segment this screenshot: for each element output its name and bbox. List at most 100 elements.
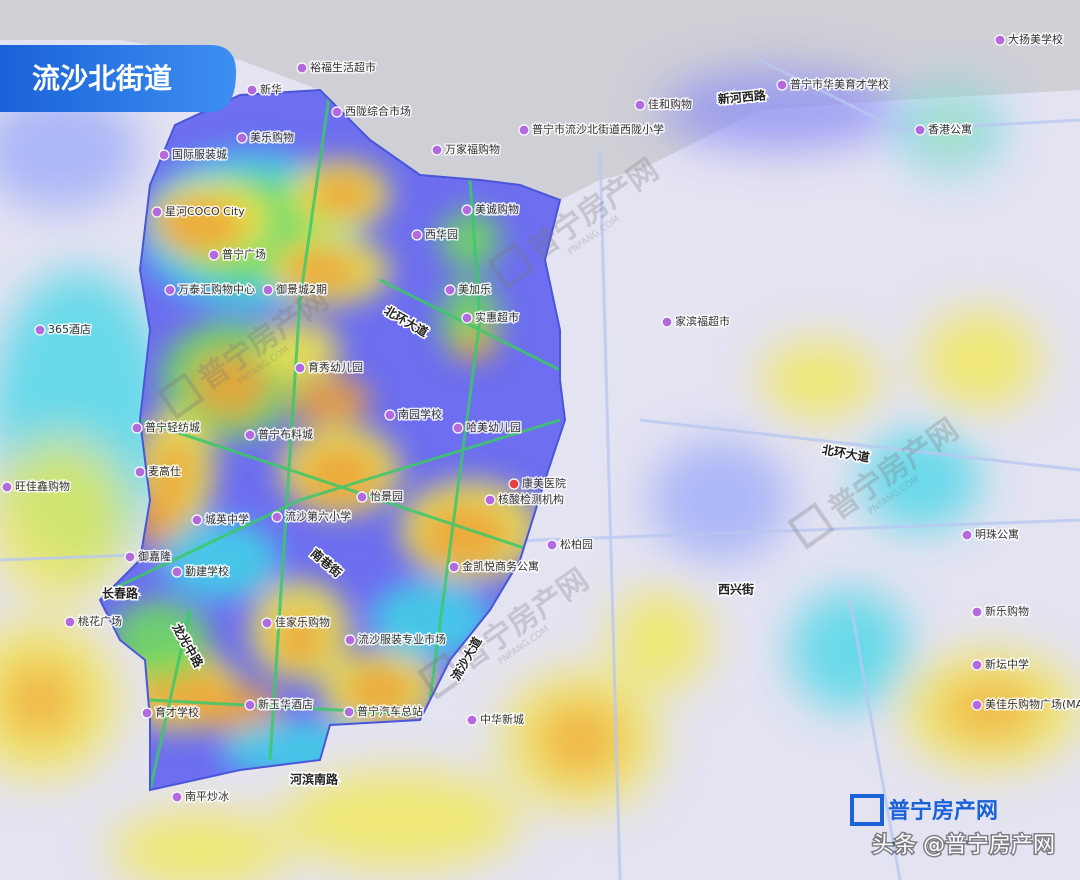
poi-icon bbox=[294, 362, 306, 374]
poi-icon bbox=[134, 466, 146, 478]
heat-blob bbox=[260, 320, 340, 380]
heat-blob bbox=[920, 310, 1040, 410]
poi-label: 新坛中学 bbox=[985, 657, 1029, 671]
poi-label: 流沙服装专业市场 bbox=[358, 632, 446, 646]
poi-label: 实惠超市 bbox=[475, 310, 519, 324]
poi-icon bbox=[343, 706, 355, 718]
poi-label: 365酒店 bbox=[48, 322, 91, 336]
poi-label: 南平炒冰 bbox=[185, 790, 229, 803]
poi-label: 新华 bbox=[260, 82, 282, 96]
poi-label: 美佳乐购物广场(MALL) bbox=[985, 697, 1080, 711]
poi-label: 新乐购物 bbox=[985, 604, 1029, 618]
poi-label: 勤建学校 bbox=[185, 564, 229, 578]
heat-blob bbox=[280, 770, 520, 870]
poi-label: 普宁市华美育才学校 bbox=[790, 77, 889, 91]
poi-label: 旺佳鑫购物 bbox=[15, 479, 70, 493]
poi-label: 普宁广场 bbox=[222, 247, 266, 261]
poi-label: 普宁布料城 bbox=[258, 427, 313, 441]
district-roads bbox=[100, 90, 561, 790]
poi-icon bbox=[271, 511, 283, 523]
poi-icon bbox=[244, 429, 256, 441]
poi-icon bbox=[971, 699, 983, 711]
heat-blob bbox=[440, 210, 500, 270]
heat-blob bbox=[290, 375, 370, 425]
poi-icon bbox=[431, 144, 443, 156]
poi-label: 御嘉隆 bbox=[138, 549, 171, 563]
heat-blob bbox=[760, 340, 880, 420]
heat-blob bbox=[0, 90, 140, 210]
poi-icon bbox=[191, 514, 203, 526]
poi-icon bbox=[164, 284, 176, 296]
watermark-icon bbox=[417, 652, 465, 700]
poi-label: 流沙第六小学 bbox=[285, 509, 351, 523]
poi-label: 育才学校 bbox=[155, 705, 199, 719]
poi-icon bbox=[131, 422, 143, 434]
heat-blob bbox=[300, 445, 380, 505]
poi-icon bbox=[634, 99, 646, 111]
poi-label: 明珠公寓 bbox=[975, 527, 1019, 541]
poi-icon bbox=[151, 206, 163, 218]
poi-icon bbox=[518, 124, 530, 136]
road-label: 新河西路 bbox=[717, 87, 767, 106]
logo-text: 普宁房产网 bbox=[888, 798, 998, 824]
poi-icon bbox=[356, 491, 368, 503]
poi-label: 家滨福超市 bbox=[675, 314, 730, 328]
poi-icon bbox=[384, 409, 396, 421]
logo-icon bbox=[850, 794, 884, 826]
poi-label: 普宁汽车总站 bbox=[357, 704, 423, 718]
gray-area bbox=[0, 0, 1080, 200]
heat-blob bbox=[610, 590, 710, 690]
poi-icon bbox=[971, 659, 983, 671]
poi-label: 裕福生活超市 bbox=[310, 60, 376, 74]
poi-label: 国际服装城 bbox=[172, 148, 227, 161]
poi-icon bbox=[64, 616, 76, 628]
poi-label: 万家福购物 bbox=[445, 142, 500, 156]
poi-label: 万泰汇购物中心 bbox=[178, 282, 255, 296]
poi-icon bbox=[461, 204, 473, 216]
district-heatmap bbox=[110, 150, 540, 780]
road-label: 长春路 bbox=[102, 586, 139, 601]
heat-blob bbox=[650, 440, 790, 560]
heat-blob bbox=[190, 350, 270, 420]
poi-icon bbox=[236, 132, 248, 144]
poi-label: 西华园 bbox=[425, 227, 458, 241]
poi-icon bbox=[466, 714, 478, 726]
poi-label: 美乐购物 bbox=[250, 130, 294, 144]
poi-label: 西陇综合市场 bbox=[345, 104, 411, 118]
poi-label: 桃花广场 bbox=[78, 614, 122, 628]
heat-blob bbox=[345, 665, 415, 715]
heat-blob bbox=[420, 503, 510, 567]
heat-blob bbox=[930, 112, 970, 148]
heat-blob bbox=[790, 590, 910, 710]
heat-blob bbox=[275, 615, 325, 665]
poi-icon bbox=[444, 284, 456, 296]
heat-blob bbox=[308, 173, 372, 217]
poi-icon bbox=[914, 124, 926, 136]
poi-icon bbox=[1, 481, 13, 493]
poi-icon bbox=[331, 106, 343, 118]
poi-label: 佳家乐购物 bbox=[275, 615, 330, 629]
poi-icon bbox=[124, 551, 136, 563]
poi-icon bbox=[661, 316, 673, 328]
poi-label: 佳和购物 bbox=[648, 97, 692, 111]
heat-blob bbox=[155, 440, 195, 500]
poi-icon bbox=[261, 617, 273, 629]
poi-label: 康美医院 bbox=[522, 476, 566, 490]
heat-blob bbox=[535, 700, 625, 780]
poi-icon bbox=[961, 529, 973, 541]
road-label: 西兴街 bbox=[718, 582, 754, 597]
poi-icon bbox=[508, 478, 520, 490]
poi-icon bbox=[776, 79, 788, 91]
heat-blob bbox=[155, 197, 245, 253]
poi-label: 美加乐 bbox=[458, 283, 491, 296]
poi-label: 普宁市流沙北街道西陇小学 bbox=[532, 122, 664, 136]
poi-icon bbox=[158, 149, 170, 161]
poi-label: 新玉华酒店 bbox=[258, 697, 313, 711]
heat-blob bbox=[160, 520, 280, 600]
poi-icon bbox=[171, 566, 183, 578]
poi-label: 哈美幼儿园 bbox=[466, 421, 521, 434]
poi-label: 香港公寓 bbox=[928, 122, 972, 136]
poi-icon bbox=[461, 312, 473, 324]
poi-label: 大扬美学校 bbox=[1008, 32, 1063, 46]
